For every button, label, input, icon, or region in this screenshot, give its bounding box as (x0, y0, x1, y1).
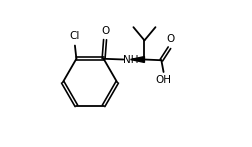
Text: OH: OH (155, 75, 172, 85)
Polygon shape (131, 57, 144, 62)
Text: O: O (101, 26, 109, 36)
Text: O: O (166, 34, 174, 44)
Text: NH: NH (123, 55, 139, 65)
Text: Cl: Cl (70, 31, 80, 41)
